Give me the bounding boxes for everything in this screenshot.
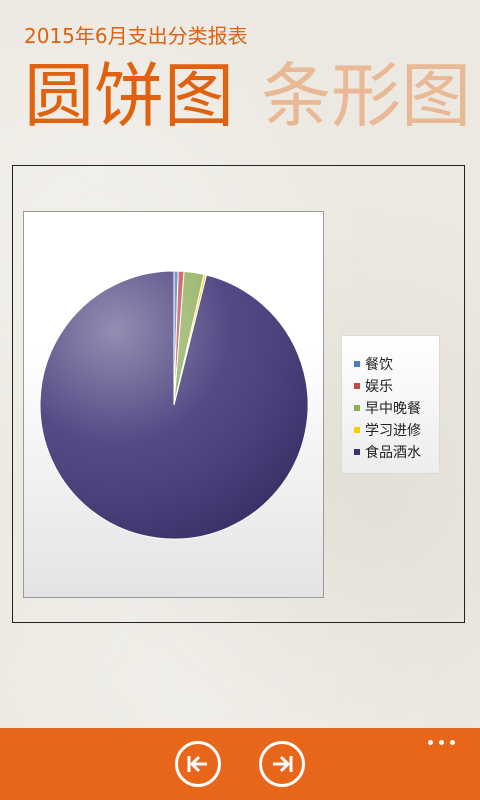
pie-chart xyxy=(39,270,309,540)
skip-next-icon xyxy=(273,755,293,773)
next-button[interactable] xyxy=(259,741,305,787)
legend-item: 学习进修 xyxy=(354,420,439,442)
plot-area xyxy=(23,211,324,598)
legend-label: 早中晚餐 xyxy=(365,401,421,417)
app-bar xyxy=(0,728,480,800)
previous-button[interactable] xyxy=(175,741,221,787)
legend-swatch xyxy=(354,383,360,389)
legend-swatch xyxy=(354,405,360,411)
chart-legend: 餐饮 娱乐 早中晚餐 学习进修 食品酒水 xyxy=(341,335,440,474)
legend-swatch xyxy=(354,427,360,433)
tab-bar-chart[interactable]: 条形图 xyxy=(261,55,472,137)
legend-label: 食品酒水 xyxy=(365,445,421,461)
legend-swatch xyxy=(354,449,360,455)
legend-label: 餐饮 xyxy=(365,357,393,373)
tab-pie-chart[interactable]: 圆饼图 xyxy=(24,55,234,137)
legend-label: 学习进修 xyxy=(365,423,421,439)
legend-item: 食品酒水 xyxy=(354,442,439,464)
pie-slice xyxy=(39,270,309,540)
more-dots-icon[interactable] xyxy=(428,738,458,748)
skip-previous-icon xyxy=(187,755,207,773)
legend-label: 娱乐 xyxy=(365,379,393,395)
legend-item: 早中晚餐 xyxy=(354,398,439,420)
legend-swatch xyxy=(354,361,360,367)
chart-container: 餐饮 娱乐 早中晚餐 学习进修 食品酒水 xyxy=(12,165,465,623)
pivot-header: 圆饼图 条形图 xyxy=(24,54,480,138)
report-title: 2015年6月支出分类报表 xyxy=(24,24,248,48)
legend-item: 娱乐 xyxy=(354,376,439,398)
legend-item: 餐饮 xyxy=(354,354,439,376)
